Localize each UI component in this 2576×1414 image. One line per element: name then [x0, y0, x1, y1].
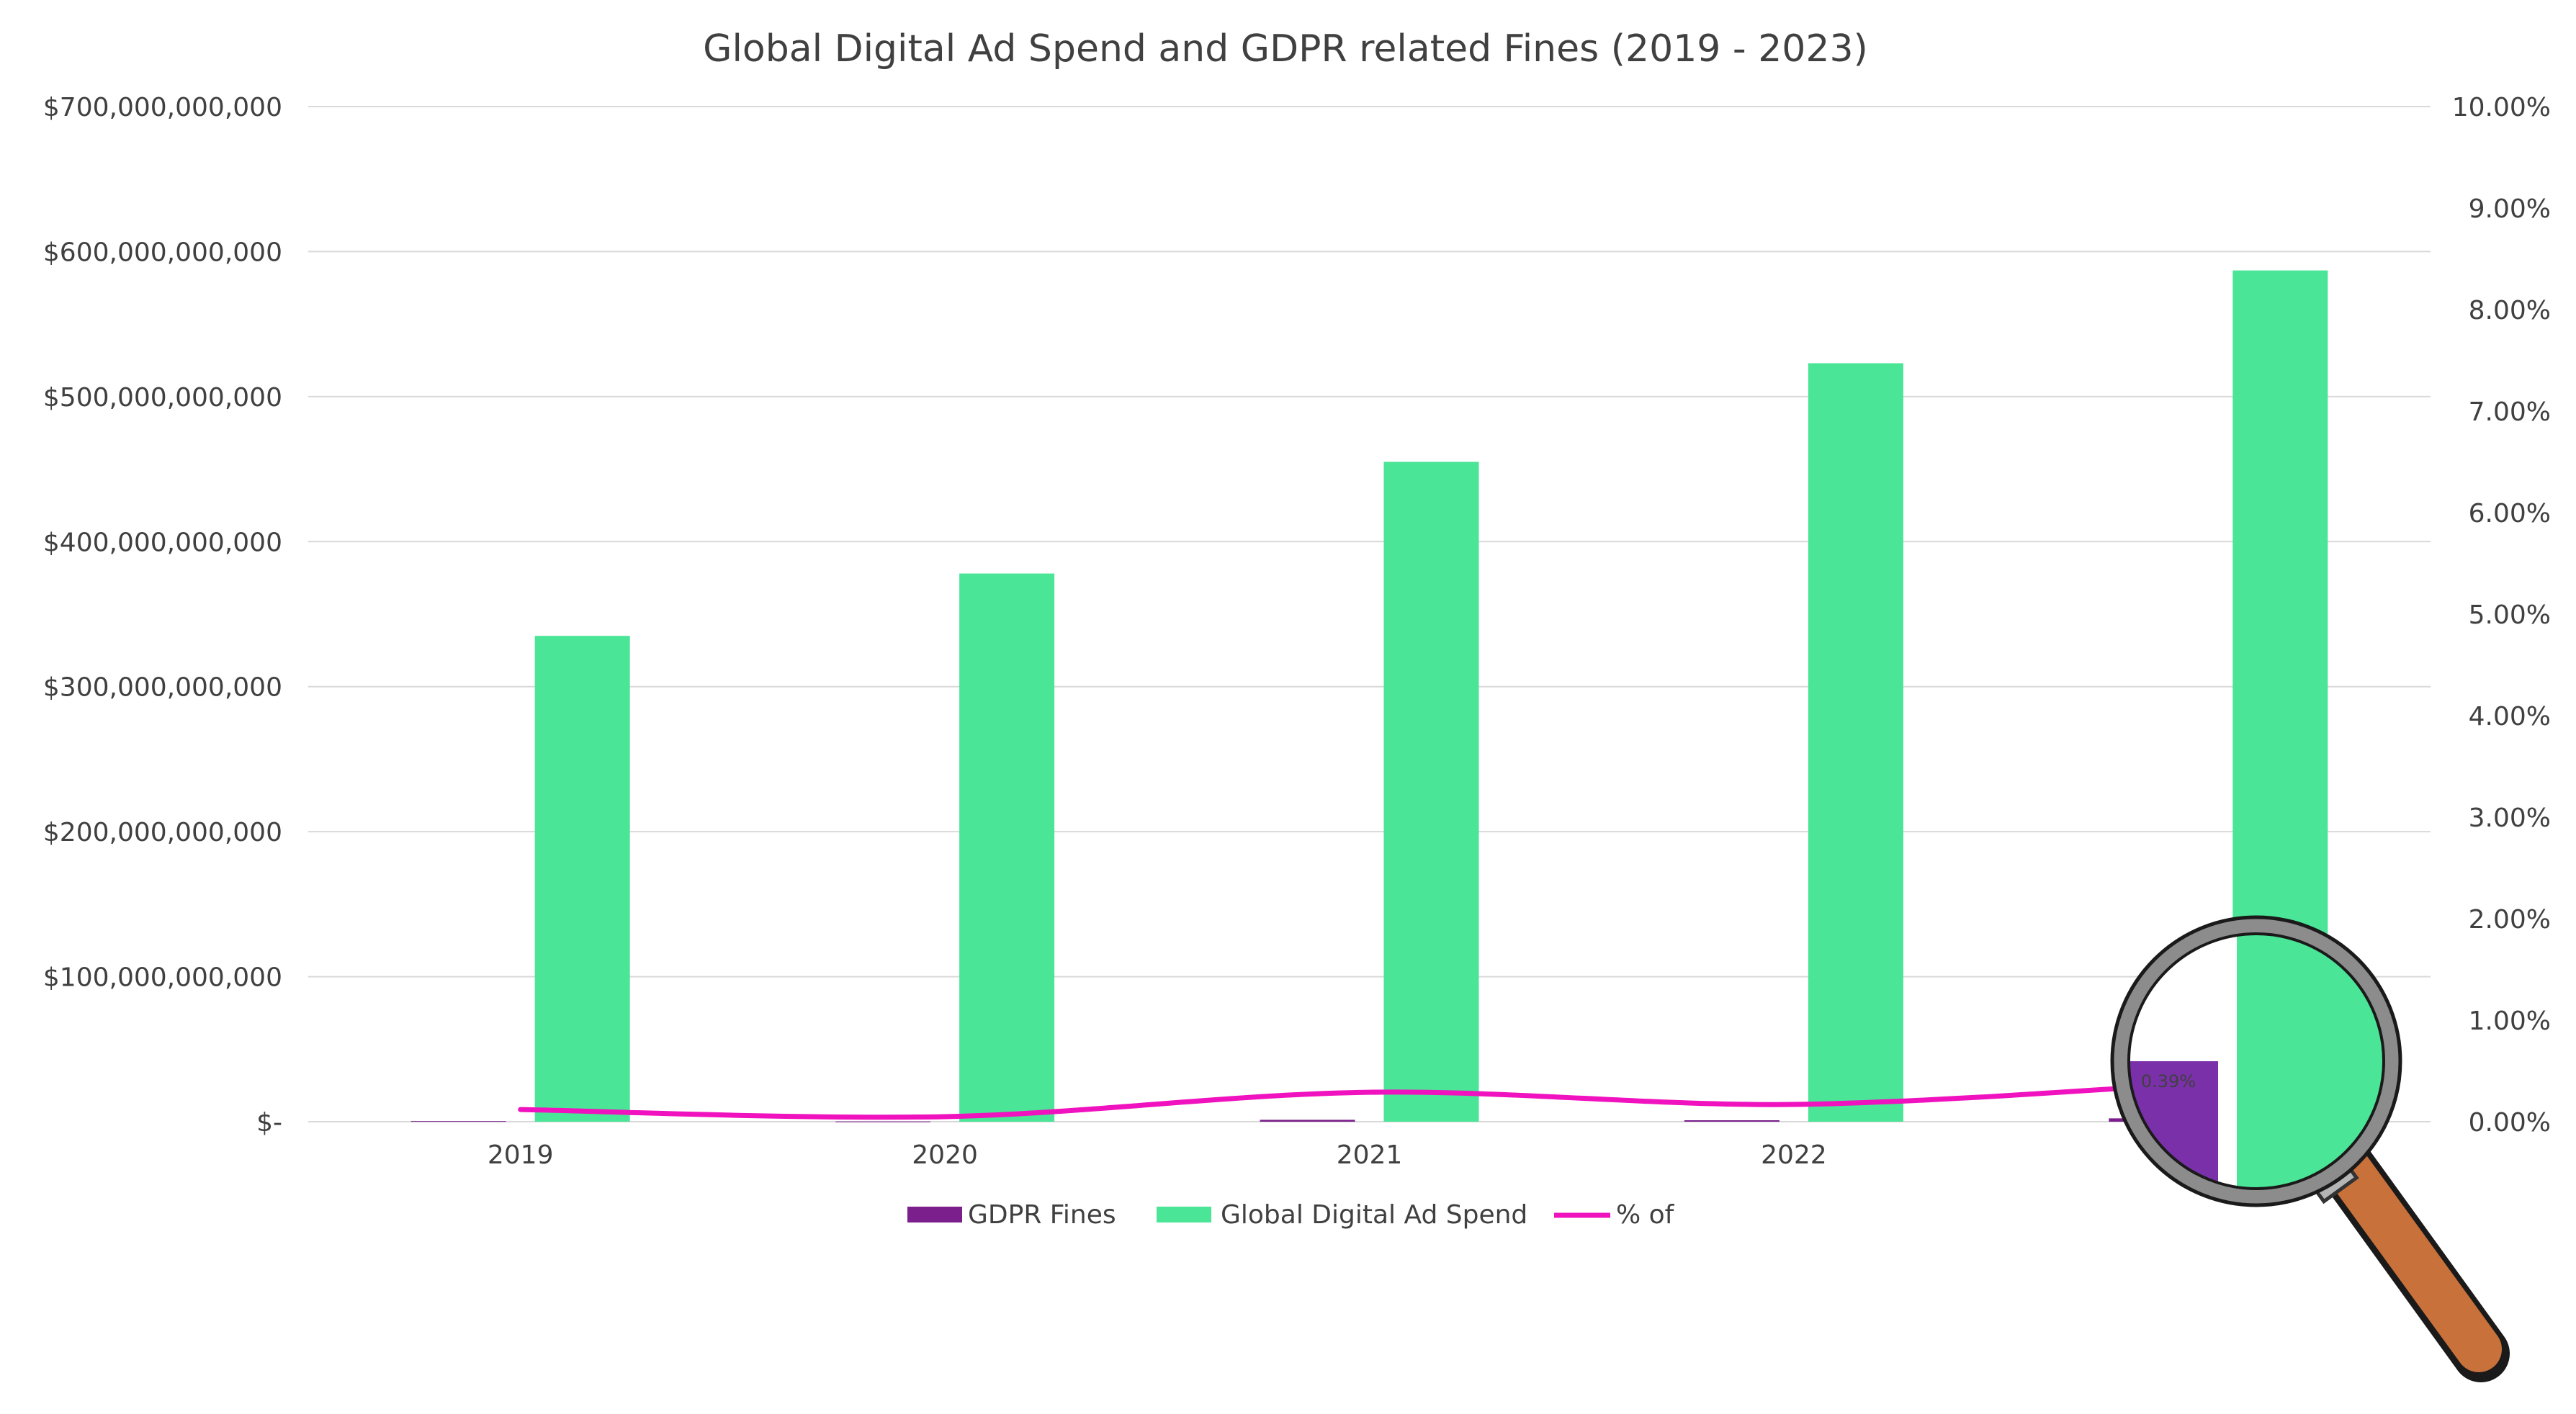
chart-title: Global Digital Ad Spend and GDPR related…: [703, 27, 1868, 71]
legend-label-ad-spend: Global Digital Ad Spend: [1221, 1200, 1527, 1230]
y-left-tick-label: $-: [256, 1108, 282, 1138]
y-axis-left: $- $100,000,000,000 $200,000,000,000 $300,0…: [43, 93, 282, 1138]
bar-ad-spend-2019: [534, 636, 630, 1122]
data-label-percent-2023: 0.39%: [2141, 1071, 2196, 1091]
legend: GDPR Fines Global Digital Ad Spend % of: [907, 1200, 1675, 1230]
x-axis: 20192020202120222023: [488, 1140, 2251, 1170]
magnifier-handle: [2326, 1148, 2502, 1372]
x-tick-label: 2022: [1761, 1140, 1827, 1170]
y-left-tick-label: $500,000,000,000: [43, 383, 282, 413]
y-left-tick-label: $600,000,000,000: [43, 238, 282, 267]
y-left-tick-label: $200,000,000,000: [43, 818, 282, 847]
bar-ad-spend-2020: [959, 573, 1055, 1122]
bar-gdpr-fines-2022: [1684, 1120, 1780, 1122]
y-left-tick-label: $400,000,000,000: [43, 528, 282, 557]
y-right-tick-label: 0.00%: [2469, 1108, 2551, 1138]
y-right-tick-label: 2.00%: [2469, 905, 2551, 935]
y-right-tick-label: 10.00%: [2452, 93, 2551, 122]
line-series: [518, 1079, 2221, 1120]
y-right-tick-label: 6.00%: [2469, 499, 2551, 528]
legend-label-percent-of: % of: [1616, 1200, 1675, 1230]
bar-ad-spend-2022: [1808, 363, 1903, 1122]
magnifier-icon: 0.39%: [2110, 915, 2510, 1382]
magnifier-rim-outer: [2110, 915, 2402, 1207]
y-right-tick-label: 4.00%: [2469, 702, 2551, 731]
y-left-tick-label: $700,000,000,000: [43, 93, 282, 122]
x-tick-label: 2020: [912, 1140, 978, 1170]
gridlines: [308, 106, 2431, 1122]
y-right-tick-label: 5.00%: [2469, 600, 2551, 630]
bar-ad-spend-2021: [1383, 461, 1479, 1122]
legend-label-gdpr-fines: GDPR Fines: [968, 1200, 1116, 1230]
bar-gdpr-fines-2019: [410, 1121, 506, 1122]
line-percent-of: [518, 1079, 2221, 1120]
bars: [410, 270, 2328, 1122]
magnifier-rim-inner: [2127, 932, 2385, 1190]
legend-swatch-gdpr-fines: [907, 1207, 962, 1222]
y-right-tick-label: 8.00%: [2469, 296, 2551, 325]
y-right-tick-label: 1.00%: [2469, 1007, 2551, 1036]
y-left-tick-label: $300,000,000,000: [43, 673, 282, 703]
y-left-tick-label: $100,000,000,000: [43, 963, 282, 993]
x-tick-label: 2021: [1337, 1140, 1403, 1170]
y-axis-right: 0.00% 1.00% 2.00% 3.00% 4.00% 5.00% 6.00% 7.00%…: [2452, 93, 2551, 1138]
magnifier-rim: [2113, 918, 2400, 1204]
legend-swatch-ad-spend: [1157, 1207, 1211, 1222]
x-tick-label: 2019: [488, 1140, 554, 1170]
y-right-tick-label: 9.00%: [2469, 194, 2551, 224]
y-right-tick-label: 7.00%: [2469, 397, 2551, 427]
bar-gdpr-fines-2021: [1260, 1120, 1355, 1122]
y-right-tick-label: 3.00%: [2469, 803, 2551, 833]
